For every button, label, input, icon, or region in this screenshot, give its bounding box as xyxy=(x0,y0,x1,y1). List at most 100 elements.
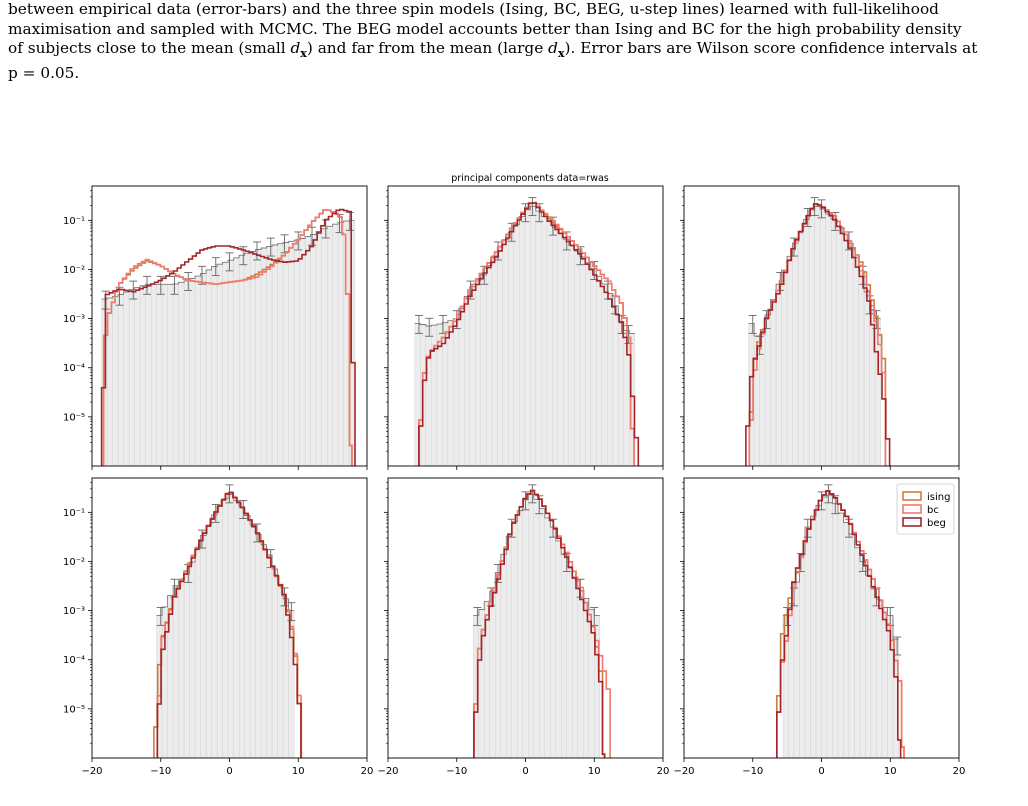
data-bar xyxy=(453,318,460,466)
data-bar xyxy=(244,515,251,758)
data-bar xyxy=(227,494,234,758)
legend-box xyxy=(896,483,955,535)
data-bar xyxy=(535,210,542,466)
panel-2 xyxy=(384,185,664,470)
data-bar xyxy=(808,209,815,466)
caption-line-3: of subjects close to the mean (small dx)… xyxy=(8,39,1020,64)
x-tick-label: −20 xyxy=(81,766,102,777)
data-bar xyxy=(480,274,487,466)
data-bar xyxy=(841,233,848,466)
data-bar xyxy=(552,227,559,466)
data-bar xyxy=(277,584,284,758)
data-bar xyxy=(814,206,821,466)
data-bar xyxy=(590,268,597,466)
data-bar xyxy=(271,568,278,758)
data-bar xyxy=(579,256,586,466)
data-bar xyxy=(260,247,267,466)
data-bar xyxy=(117,294,124,466)
data-bar xyxy=(568,244,575,466)
caption-line-1: between empirical data (error-bars) and … xyxy=(8,0,939,18)
data-bar xyxy=(167,284,174,466)
data-bar xyxy=(870,588,877,758)
data-bar xyxy=(178,282,185,466)
panel-1-plot-area xyxy=(100,208,357,466)
data-bar xyxy=(612,305,619,466)
data-bar xyxy=(555,540,562,758)
dx-letter-2: d xyxy=(548,39,558,57)
beg-line xyxy=(776,490,902,758)
panel-2-plot-area xyxy=(414,197,640,466)
data-bar xyxy=(464,296,471,466)
data-bar xyxy=(112,296,119,466)
legend-swatch-ising xyxy=(902,491,922,501)
data-bar xyxy=(222,262,229,466)
data-bar xyxy=(836,225,843,466)
data-bar xyxy=(511,521,518,758)
data-bar xyxy=(524,209,531,466)
data-bar xyxy=(447,320,454,466)
data-bar xyxy=(205,269,212,466)
data-bar xyxy=(189,561,196,758)
data-bar xyxy=(847,243,854,466)
data-bar xyxy=(539,508,545,758)
data-bar xyxy=(837,512,844,758)
data-bar xyxy=(832,503,839,758)
x-tick-label: −20 xyxy=(377,766,398,777)
data-bar xyxy=(519,216,526,466)
bc-line xyxy=(102,209,353,466)
data-bar xyxy=(211,514,218,758)
data-bar xyxy=(546,221,553,466)
data-bar xyxy=(489,590,496,758)
legend-label-beg: beg xyxy=(927,518,946,529)
data-bar xyxy=(233,257,240,466)
data-bar xyxy=(607,293,614,466)
data-bar xyxy=(282,242,289,466)
data-bar xyxy=(277,243,284,466)
data-bar xyxy=(854,547,861,758)
y-tick-label: 10⁻⁴ xyxy=(63,363,85,374)
beg-line xyxy=(156,491,303,758)
x-tick-label: 10 xyxy=(884,766,897,777)
data-bar xyxy=(123,291,130,466)
x-tick-label: 10 xyxy=(292,766,305,777)
data-bar xyxy=(830,218,837,466)
data-bar xyxy=(216,506,223,758)
data-bar xyxy=(804,526,811,758)
figure-caption: between empirical data (error-bars) and … xyxy=(8,0,1020,83)
data-bar xyxy=(293,239,300,466)
x-tick-label: −10 xyxy=(150,766,171,777)
dx-letter-1: d xyxy=(290,39,301,57)
data-bar xyxy=(848,533,855,758)
data-bar xyxy=(781,269,788,466)
data-bar xyxy=(786,256,793,466)
data-bar xyxy=(497,246,504,466)
data-bar xyxy=(255,534,262,758)
caption-line-4: p = 0.05. xyxy=(8,63,80,82)
data-bar xyxy=(194,275,201,466)
data-bar xyxy=(858,270,865,466)
x-tick-label: 10 xyxy=(588,766,601,777)
y-tick-label: 10⁻⁵ xyxy=(63,412,85,423)
beg-line xyxy=(100,208,357,466)
y-tick-label: 10⁻³ xyxy=(63,314,85,325)
y-tick-label: 10⁻¹ xyxy=(63,216,85,227)
data-bar xyxy=(797,230,804,466)
data-bar xyxy=(491,255,498,466)
data-bar xyxy=(764,314,771,466)
dx-symbol-1: dx xyxy=(290,39,307,60)
data-bar xyxy=(876,599,883,758)
data-bar xyxy=(618,321,625,466)
data-bar xyxy=(134,287,141,466)
x-tick-label: −10 xyxy=(742,766,763,777)
data-bar xyxy=(825,213,832,466)
data-bar xyxy=(233,500,240,758)
data-bar xyxy=(326,226,333,466)
data-bar xyxy=(533,499,540,758)
data-bar xyxy=(216,263,223,466)
y-tick-label: 10⁻² xyxy=(63,265,85,276)
data-bar xyxy=(803,219,810,466)
data-bar xyxy=(244,253,251,466)
data-bar xyxy=(266,554,273,758)
data-bar xyxy=(172,283,179,466)
